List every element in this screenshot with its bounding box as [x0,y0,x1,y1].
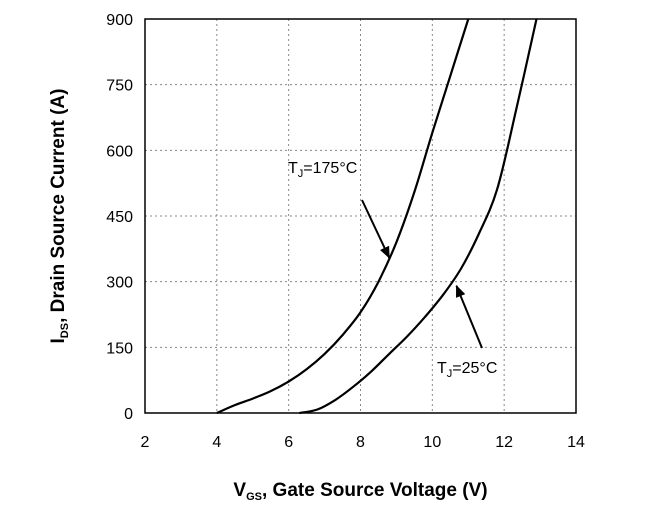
x-axis-label: VGS, Gate Source Voltage (V) [233,480,487,503]
series-group [216,18,538,415]
x-tick-label: 2 [141,434,150,451]
tick-labels: 2 4 6 8 10 12 14 0 150 300 450 600 750 900 [106,12,585,451]
plot-frame [144,18,577,414]
arrow-25c [455,284,483,349]
y-tick-label: 900 [106,12,133,29]
axes [144,18,577,414]
y-tick-label: 150 [106,340,133,357]
series-line-1 [299,18,538,415]
y-tick-label: 0 [124,406,133,423]
x-tick-label: 10 [423,434,441,451]
y-axis-label: IDS, Drain Source Current (A) [48,89,71,344]
annotation-arrows [361,199,483,349]
annotation-175c: TJ=175°C [288,160,357,180]
x-tick-label: 14 [567,434,585,451]
y-tick-label: 750 [106,78,133,95]
y-tick-label: 600 [106,143,133,160]
y-tick-label: 450 [106,209,133,226]
x-tick-label: 12 [495,434,513,451]
gridlines [145,19,576,413]
x-tick-label: 4 [212,434,221,451]
annotation-25c: TJ=25°C [437,360,497,380]
series-line-0 [216,18,470,415]
x-tick-label: 6 [284,434,293,451]
y-tick-label: 300 [106,275,133,292]
arrow-175c [361,199,391,259]
x-tick-label: 8 [356,434,365,451]
